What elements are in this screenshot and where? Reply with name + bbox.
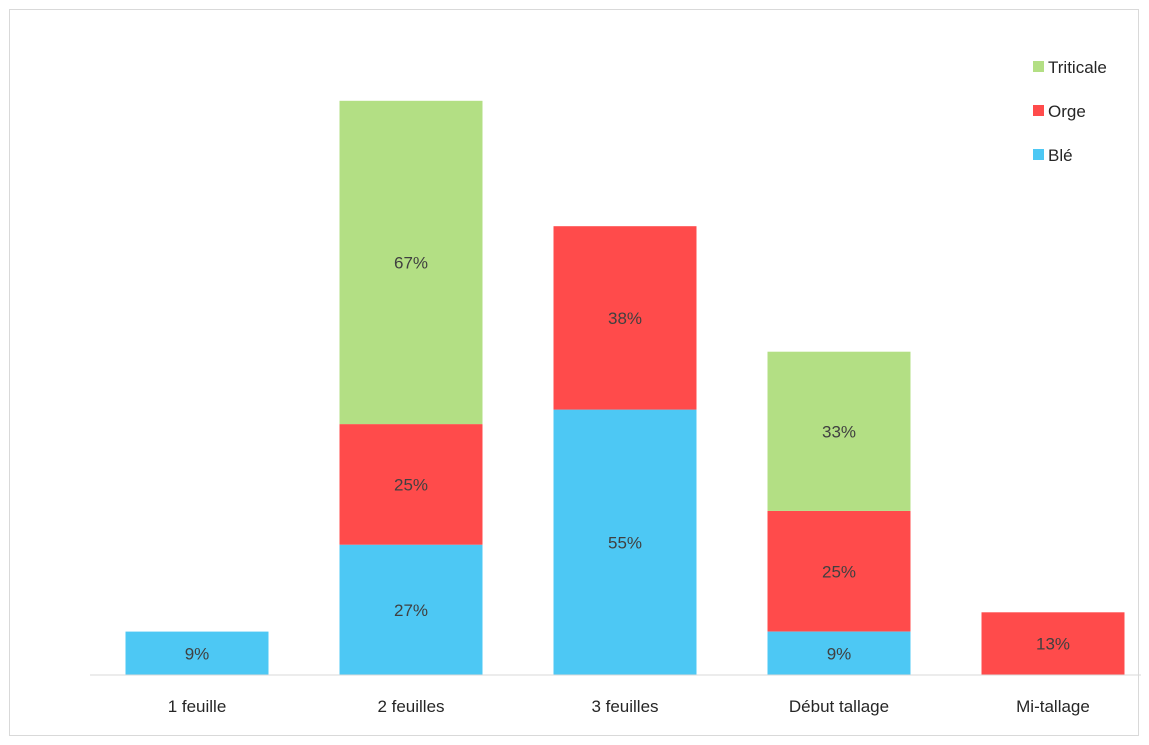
bar-ble-debut-tallage [767, 631, 911, 675]
bar-triticale-debut-tallage [767, 351, 911, 511]
legend-swatch-orge [1033, 105, 1044, 116]
x-tick-1-feuille: 1 feuille [168, 697, 227, 716]
data-label-ble-debut-tallage: 9% [827, 644, 852, 663]
legend-swatch-triticale [1033, 61, 1044, 72]
legend-swatch-ble [1033, 149, 1044, 160]
bar-orge-2-feuilles [339, 424, 483, 545]
legend-label-orge: Orge [1048, 102, 1086, 121]
legend-label-triticale: Triticale [1048, 58, 1107, 77]
data-label-orge-debut-tallage: 25% [822, 562, 856, 581]
data-label-ble-2-feuilles: 27% [394, 601, 428, 620]
bars-layer [125, 100, 1125, 675]
bar-orge-3-feuilles [553, 226, 697, 410]
bar-ble-3-feuilles [553, 409, 697, 675]
x-tick-3-feuilles: 3 feuilles [591, 697, 658, 716]
bar-ble-1-feuille [125, 631, 269, 675]
bar-ble-2-feuilles [339, 544, 483, 675]
data-label-orge-2-feuilles: 25% [394, 475, 428, 494]
x-tick-labels: 1 feuille 2 feuilles 3 feuilles Début talla… [168, 697, 1090, 716]
legend: Triticale Orge Blé [1033, 58, 1107, 165]
legend-label-ble: Blé [1048, 146, 1073, 165]
bar-triticale-2-feuilles [339, 100, 483, 425]
data-label-triticale-debut-tallage: 33% [822, 422, 856, 441]
data-label-triticale-2-feuilles: 67% [394, 253, 428, 272]
bar-orge-mi-tallage [981, 612, 1125, 675]
bar-orge-debut-tallage [767, 510, 911, 632]
data-label-orge-3-feuilles: 38% [608, 309, 642, 328]
data-labels-layer: 9% 27% 25% 67% 55% 38% 9% 25% 33% 13% [185, 253, 1070, 663]
data-label-orge-mi-tallage: 13% [1036, 635, 1070, 654]
x-tick-debut-tallage: Début tallage [789, 697, 889, 716]
data-label-ble-1-feuille: 9% [185, 644, 210, 663]
x-tick-2-feuilles: 2 feuilles [377, 697, 444, 716]
data-label-ble-3-feuilles: 55% [608, 533, 642, 552]
x-tick-mi-tallage: Mi-tallage [1016, 697, 1090, 716]
